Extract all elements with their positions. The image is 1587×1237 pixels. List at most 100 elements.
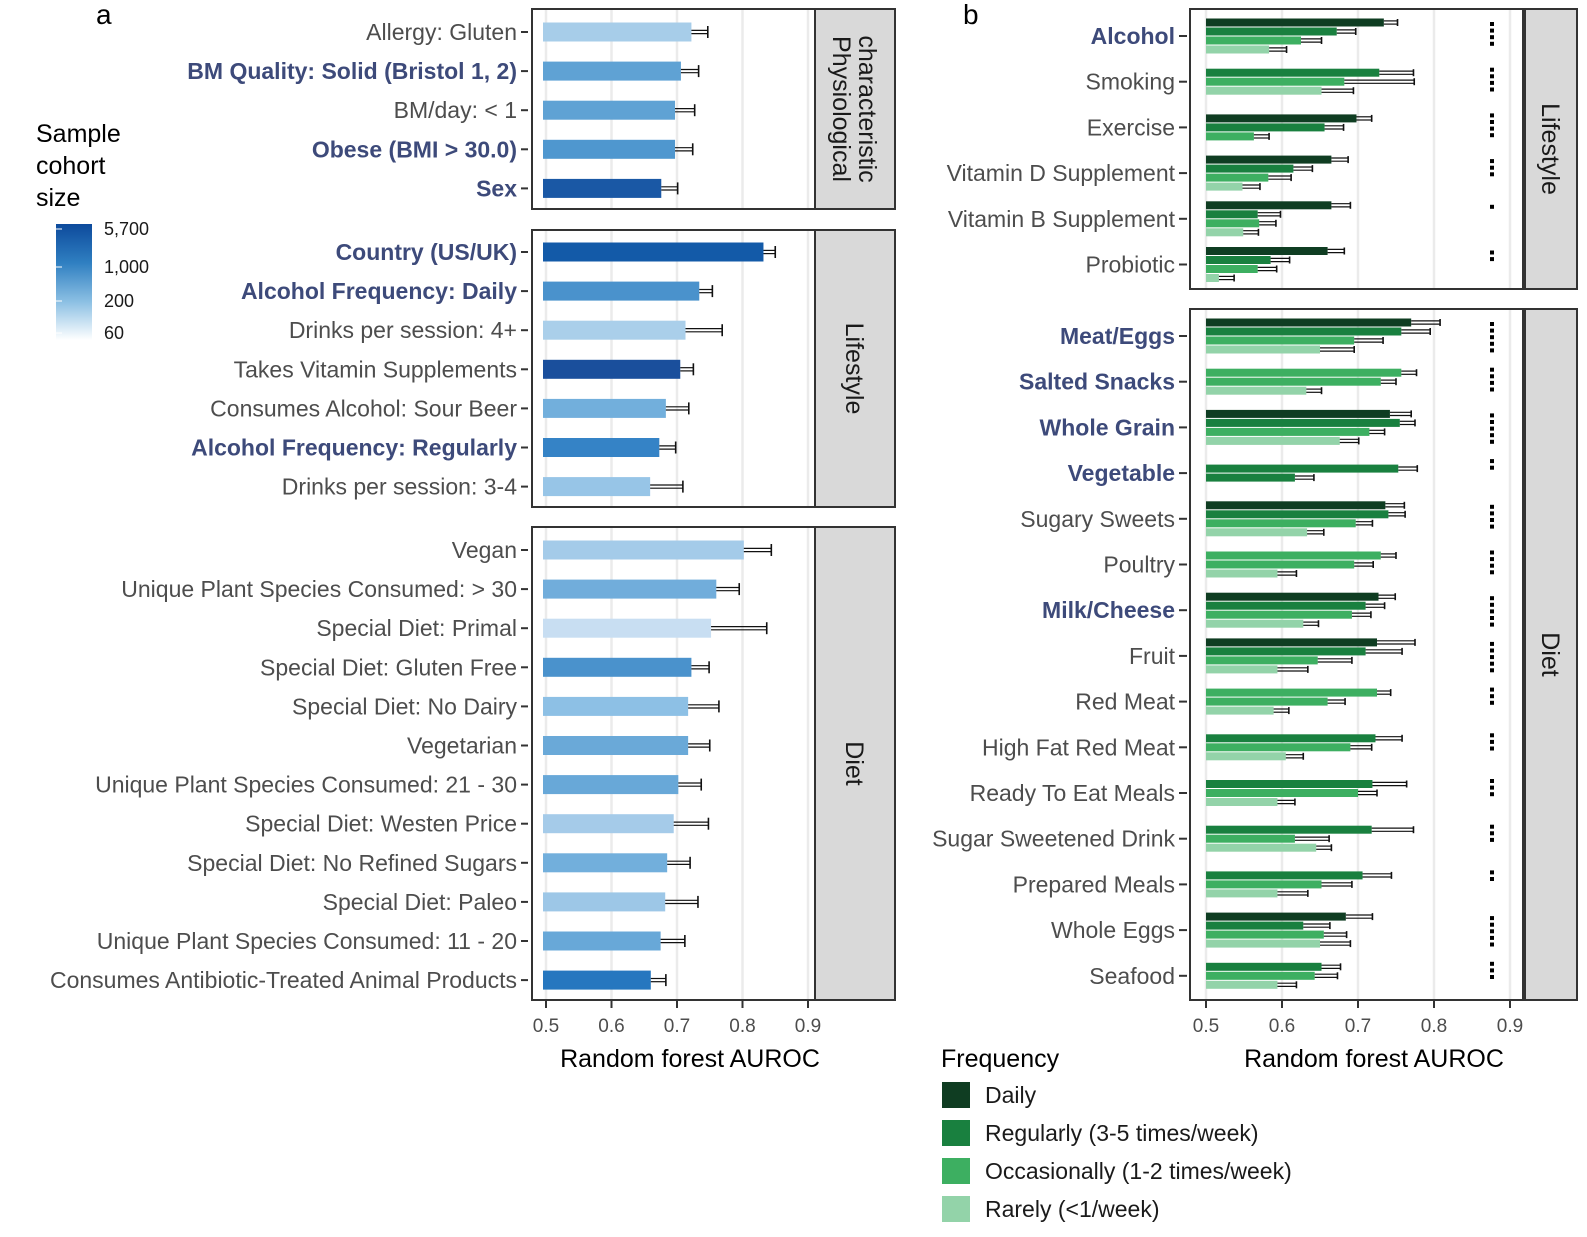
panel-b-significance-dot xyxy=(1490,35,1494,40)
sample-size-colorbar-label: 60 xyxy=(104,323,124,343)
panel-a-category-label: BM/day: < 1 xyxy=(394,97,517,123)
panel-a-x-tick-label: 0.7 xyxy=(664,1016,690,1037)
panel-a-bar xyxy=(543,61,681,81)
panel-a-bar xyxy=(543,281,700,301)
panel-b-bar xyxy=(1206,18,1384,27)
panel-b-bar xyxy=(1206,219,1260,228)
panel-b-category-label: Smoking xyxy=(1086,69,1175,95)
panel-b-significance-dot xyxy=(1490,133,1494,138)
panel-b-category-label: Ready To Eat Meals xyxy=(970,780,1175,806)
panel-b-category-label: Meat/Eggs xyxy=(1060,323,1175,349)
panel-b-category-label: Sugary Sweets xyxy=(1020,506,1175,532)
panel-b-significance-dot xyxy=(1490,433,1494,438)
panel-b-significance-dot xyxy=(1490,837,1494,842)
sample-size-legend-title: size xyxy=(36,184,80,212)
panel-b-bar xyxy=(1206,569,1278,578)
panel-a-bar xyxy=(543,242,764,262)
panel-b-bar xyxy=(1206,752,1286,761)
panel-b-significance-dot xyxy=(1490,935,1494,940)
panel-b-significance-dot xyxy=(1490,570,1494,575)
panel-b-facet-1-border xyxy=(1189,308,1524,1001)
panel-b-bar xyxy=(1206,743,1351,752)
panel-b-bar xyxy=(1206,182,1243,191)
frequency-legend-swatch xyxy=(942,1120,970,1146)
panel-b-significance-dot xyxy=(1490,387,1494,392)
panel-b-bar xyxy=(1206,834,1295,843)
panel-b-significance-dot xyxy=(1490,80,1494,85)
panel-b-significance-dot xyxy=(1490,341,1494,346)
panel-b-category-label: Milk/Cheese xyxy=(1042,597,1175,623)
panel-b-bar xyxy=(1206,436,1340,445)
panel-a-x-tick-label: 0.5 xyxy=(533,1016,559,1037)
panel-b-bar xyxy=(1206,647,1366,656)
panel-b-significance-dot xyxy=(1490,975,1494,979)
panel-b-x-tick-label: 0.6 xyxy=(1269,1016,1295,1037)
sample-size-colorbar-label: 200 xyxy=(104,291,134,311)
panel-b-bar xyxy=(1206,706,1274,715)
panel-b-bar xyxy=(1206,980,1278,989)
panel-b-bar xyxy=(1206,210,1258,219)
panel-b-bar xyxy=(1206,551,1381,560)
panel-b-significance-dot xyxy=(1490,126,1494,131)
panel-b-significance-dot xyxy=(1490,877,1494,881)
panel-b-significance-dot xyxy=(1490,120,1494,124)
panel-b-significance-dot xyxy=(1490,439,1494,444)
panel-b-bar xyxy=(1206,386,1307,395)
panel-b-significance-dot xyxy=(1490,961,1494,966)
panel-b-significance-dot xyxy=(1490,602,1494,607)
panel-a-bar xyxy=(543,477,651,497)
panel-b-significance-dot xyxy=(1490,465,1494,470)
panel-b-bar xyxy=(1206,912,1346,921)
panel-b-category-label: Alcohol xyxy=(1091,23,1175,49)
panel-a-category-label: Unique Plant Species Consumed: 21 - 30 xyxy=(95,772,517,798)
panel-b-significance-dot xyxy=(1490,661,1494,666)
panel-b-significance-dot xyxy=(1490,328,1494,333)
panel-b-bar xyxy=(1206,789,1358,797)
panel-b-significance-dot xyxy=(1490,257,1494,262)
sample-size-legend: Sample cohort size 5,700 1,000 200 60 xyxy=(36,120,149,343)
panel-b-significance-dot xyxy=(1490,113,1494,118)
panel-b-significance-dot xyxy=(1490,739,1494,744)
panel-b-significance-dot xyxy=(1490,557,1494,562)
panel-b-significance-dot xyxy=(1490,824,1494,829)
panel-b-bar xyxy=(1206,889,1278,898)
panel-b-significance-dot xyxy=(1490,74,1494,79)
panel-b-bar xyxy=(1206,656,1318,665)
panel-b-significance-dot xyxy=(1490,563,1494,568)
panel-b-category-label: Prepared Meals xyxy=(1013,871,1175,897)
panel-a: Allergy: Gluten BM Quality: Solid (Bristo… xyxy=(50,8,896,1073)
panel-a-category-label: Drinks per session: 3-4 xyxy=(282,474,517,500)
panel-b-category-label: Sugar Sweetened Drink xyxy=(932,826,1175,852)
panel-b-x-tick-label: 0.5 xyxy=(1193,1016,1219,1037)
frequency-legend-swatch xyxy=(942,1082,970,1108)
panel-b-significance-dot xyxy=(1490,648,1494,653)
panel-b-bar xyxy=(1206,274,1219,282)
panel-b-significance-dot xyxy=(1490,380,1494,385)
panel-b-significance-dot xyxy=(1490,367,1494,372)
panel-b-bar xyxy=(1206,601,1366,610)
panel-a-strip-label: Physiological xyxy=(827,36,855,182)
panel-a-bar xyxy=(543,320,686,340)
panel-b-significance-dot xyxy=(1490,348,1494,353)
panel-b-bar xyxy=(1206,798,1278,806)
panel-b-significance-dot xyxy=(1490,67,1494,72)
panel-b-bar xyxy=(1206,638,1377,647)
panel-b-x-tick-label: 0.8 xyxy=(1421,1016,1447,1037)
panel-a-category-label: Alcohol Frequency: Regularly xyxy=(191,435,517,461)
frequency-legend-label: Rarely (<1/week) xyxy=(985,1196,1159,1222)
panel-b-bar xyxy=(1206,871,1363,880)
panel-b-significance-dot xyxy=(1490,622,1494,627)
panel-a-bar xyxy=(543,814,674,834)
panel-b-bar xyxy=(1206,132,1254,141)
panel-b-significance-dot xyxy=(1490,524,1494,529)
panel-b-bar xyxy=(1206,409,1390,418)
panel-b-significance-dot xyxy=(1490,746,1494,751)
panel-a-bar xyxy=(543,359,681,379)
panel-a-bar xyxy=(543,970,651,990)
panel-b-significance-dot xyxy=(1490,250,1494,255)
panel-b-significance-dot xyxy=(1490,785,1494,790)
panel-a-strip-1 xyxy=(814,229,896,508)
frequency-legend-title: Frequency xyxy=(941,1045,1060,1073)
panel-b-significance-dot xyxy=(1490,779,1494,783)
panel-b-bar xyxy=(1206,921,1304,930)
